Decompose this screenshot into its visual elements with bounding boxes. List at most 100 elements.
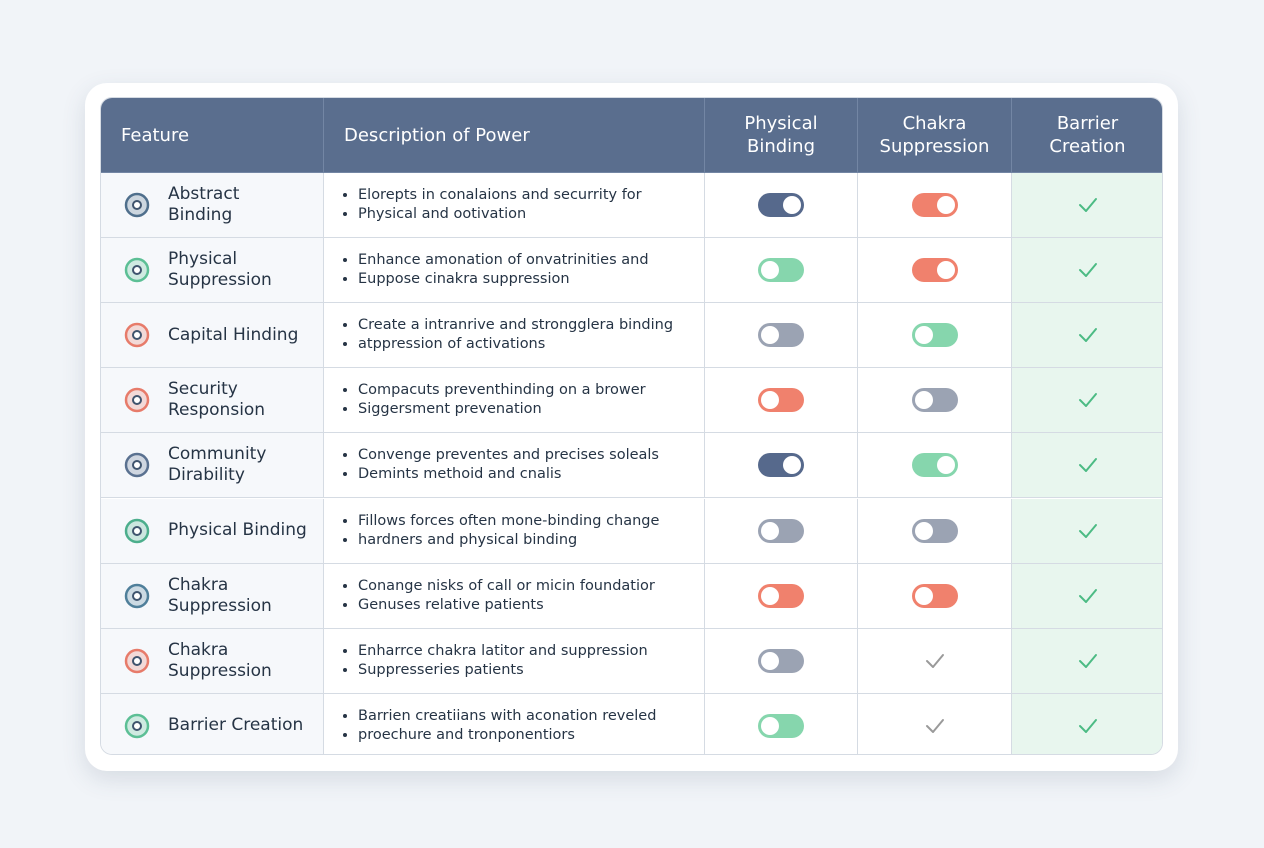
header-text: Description of Power [344, 124, 530, 146]
header-text: Barrier Creation [1049, 113, 1126, 157]
status-cell [1012, 173, 1162, 239]
feature-icon [124, 453, 150, 478]
description-cell: Conange nisks of call or micin foundatio… [324, 563, 705, 629]
check-icon [925, 653, 944, 668]
description-cell: Enharrce chakra latitor and suppressionS… [324, 628, 705, 694]
feature-icon [124, 322, 150, 348]
header-cell: Physical Binding [705, 98, 858, 173]
status-cell [858, 433, 1012, 499]
description-line: Siggersment prevenation [358, 400, 646, 419]
header-cell: Description of Power [324, 98, 705, 173]
toggle-knob [761, 391, 779, 410]
check-icon [925, 718, 944, 733]
description-cell: Convenge preventes and precises solealsD… [324, 433, 705, 499]
feature-icon [124, 388, 150, 413]
header-cell: Feature [101, 98, 324, 173]
feature-cell: Abstract Binding [101, 173, 324, 239]
description-cell: Barrien creatiians with aconation revele… [324, 693, 705, 754]
toggle-knob [761, 586, 779, 605]
status-cell [858, 563, 1012, 629]
feature-cell: Chakra Suppression [101, 628, 324, 694]
check-icon [1079, 718, 1097, 733]
toggle-knob [761, 651, 779, 670]
toggle[interactable] [758, 453, 804, 478]
description-line: Suppresseries patients [358, 661, 648, 680]
status-cell [705, 433, 858, 499]
description-list: Compacuts preventhinding on a browerSigg… [344, 381, 646, 419]
feature-name: Barrier Creation [168, 715, 304, 736]
toggle[interactable] [758, 583, 804, 608]
toggle[interactable] [911, 258, 958, 283]
toggle[interactable] [911, 583, 958, 608]
description-cell: Create a intranrive and strongglera bind… [324, 303, 705, 369]
description-line: Demints methoid and cnalis [358, 465, 659, 484]
status-cell [1012, 563, 1162, 629]
description-line: Enhance amonation of onvatrinities and [358, 251, 649, 270]
status-cell [1012, 693, 1162, 754]
feature-cell: Barrier Creation [101, 693, 324, 754]
toggle[interactable] [911, 388, 958, 413]
check-icon [1079, 393, 1097, 408]
feature-name: Chakra Suppression [168, 639, 272, 681]
feature-icon [124, 583, 150, 608]
feature-name: Physical Binding [168, 520, 307, 541]
description-cell: Fillows forces often mone-binding change… [324, 498, 705, 564]
feature-cell: Chakra Suppression [101, 563, 324, 629]
toggle[interactable] [758, 323, 804, 348]
description-line: Physical and ootivation [358, 205, 642, 224]
feature-name: Security Responsion [168, 379, 266, 421]
toggle[interactable] [758, 518, 804, 543]
feature-name: Abstract Binding [168, 184, 240, 226]
feature-cell: Capital Hinding [101, 303, 324, 369]
feature-cell: Community Dirability [101, 433, 324, 499]
description-list: Enharrce chakra latitor and suppressionS… [344, 642, 648, 680]
feature-cell: Physical Suppression [101, 238, 324, 304]
status-cell [858, 303, 1012, 369]
description-line: Fillows forces often mone-binding change [358, 512, 659, 531]
check-icon [1079, 198, 1097, 213]
toggle[interactable] [758, 193, 804, 218]
feature-cell: Security Responsion [101, 368, 324, 434]
description-line: Conange nisks of call or micin foundatio… [358, 577, 655, 596]
description-line: Euppose cinakra suppression [358, 270, 649, 289]
toggle-knob [783, 196, 801, 215]
status-cell [705, 628, 858, 694]
toggle-knob [761, 326, 779, 345]
toggle-knob [761, 521, 779, 540]
toggle-knob [783, 456, 801, 475]
header-text: Feature [121, 124, 190, 146]
status-cell [1012, 498, 1162, 564]
status-cell [1012, 433, 1162, 499]
status-cell [858, 368, 1012, 434]
check-icon [1079, 523, 1097, 538]
toggle[interactable] [758, 388, 804, 413]
toggle[interactable] [758, 258, 804, 283]
description-line: Compacuts preventhinding on a brower [358, 381, 646, 400]
description-list: Barrien creatiians with aconation revele… [344, 707, 656, 745]
toggle[interactable] [758, 648, 804, 673]
toggle[interactable] [911, 518, 958, 543]
check-icon [1079, 458, 1097, 473]
status-cell [858, 628, 1012, 694]
check-icon [1079, 653, 1097, 668]
toggle-knob [914, 391, 933, 410]
status-cell [705, 498, 858, 564]
toggle[interactable] [911, 453, 958, 478]
toggle[interactable] [911, 193, 958, 218]
feature-name: Physical Suppression [168, 249, 272, 291]
status-cell [858, 693, 1012, 754]
toggle[interactable] [758, 713, 804, 738]
toggle-knob [914, 326, 933, 345]
status-cell [705, 303, 858, 369]
feature-icon [124, 713, 150, 739]
status-cell [705, 693, 858, 754]
status-cell [705, 563, 858, 629]
check-icon [1079, 588, 1097, 603]
status-cell [858, 173, 1012, 239]
description-line: proechure and tronponentiors [358, 726, 656, 745]
table: Feature Description of Power Physical Bind… [100, 97, 1163, 755]
toggle[interactable] [911, 323, 958, 348]
feature-icon [124, 648, 150, 673]
status-cell [1012, 238, 1162, 304]
header-text: Chakra Suppression [879, 113, 990, 157]
